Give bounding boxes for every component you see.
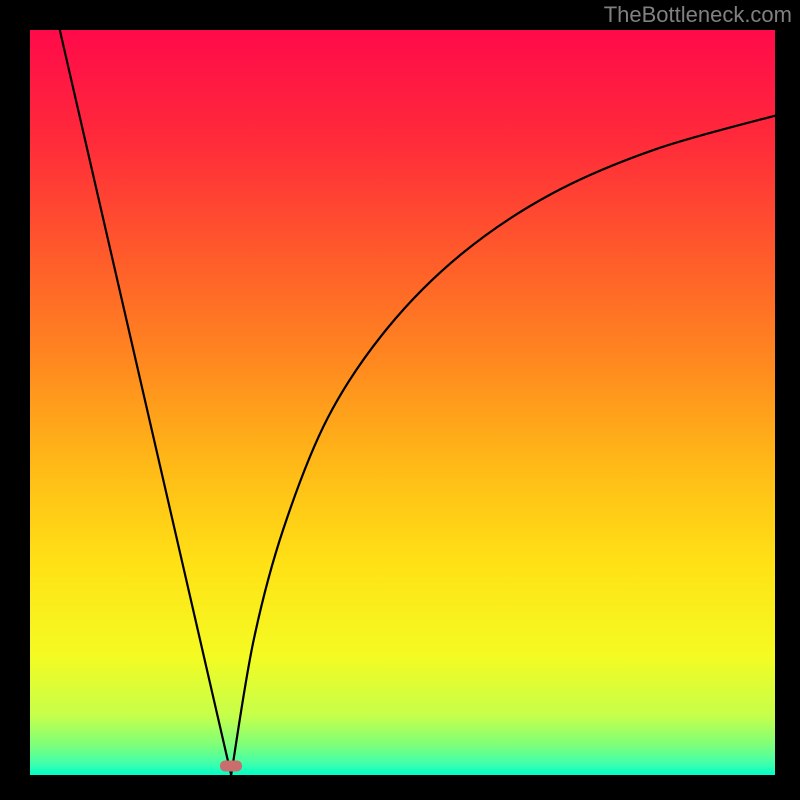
bottleneck-curve xyxy=(30,30,775,775)
plot-area xyxy=(30,30,775,775)
watermark-text: TheBottleneck.com xyxy=(604,2,792,28)
optimum-marker xyxy=(220,761,242,772)
chart-container: { "watermark": "TheBottleneck.com", "lay… xyxy=(0,0,800,800)
